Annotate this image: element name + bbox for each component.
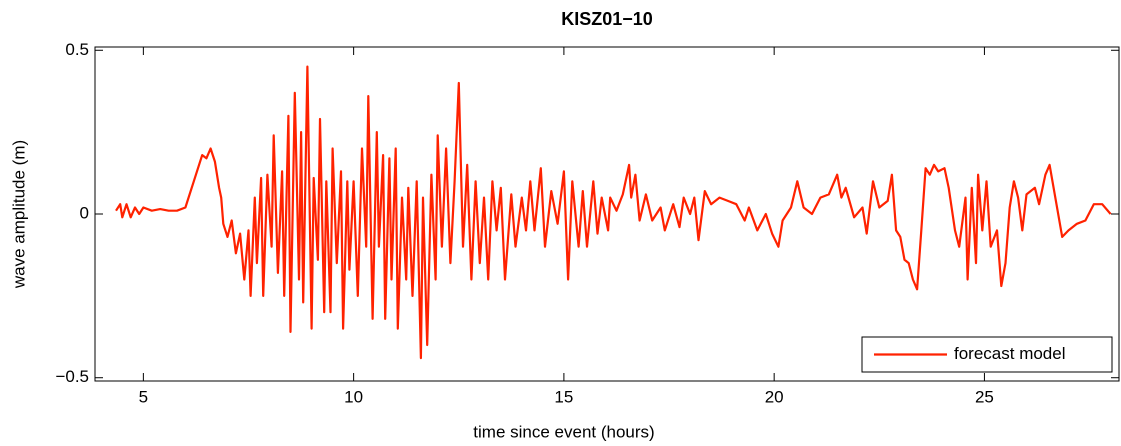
y-tick-label: 0 — [80, 203, 89, 222]
x-tick-label: 5 — [139, 387, 148, 406]
x-tick-label: 15 — [554, 387, 573, 406]
x-tick-label: 10 — [344, 387, 363, 406]
y-tick-label: 0.5 — [65, 40, 89, 59]
chart-title: KISZ01−10 — [561, 9, 653, 29]
data-line — [115, 65, 1112, 360]
y-tick-label: −0.5 — [55, 367, 89, 386]
y-axis-label: wave amplitude (m) — [9, 140, 28, 289]
legend-label: forecast model — [954, 344, 1066, 363]
x-tick-label: 20 — [765, 387, 784, 406]
x-tick-label: 25 — [975, 387, 994, 406]
x-axis-label: time since event (hours) — [473, 422, 654, 441]
